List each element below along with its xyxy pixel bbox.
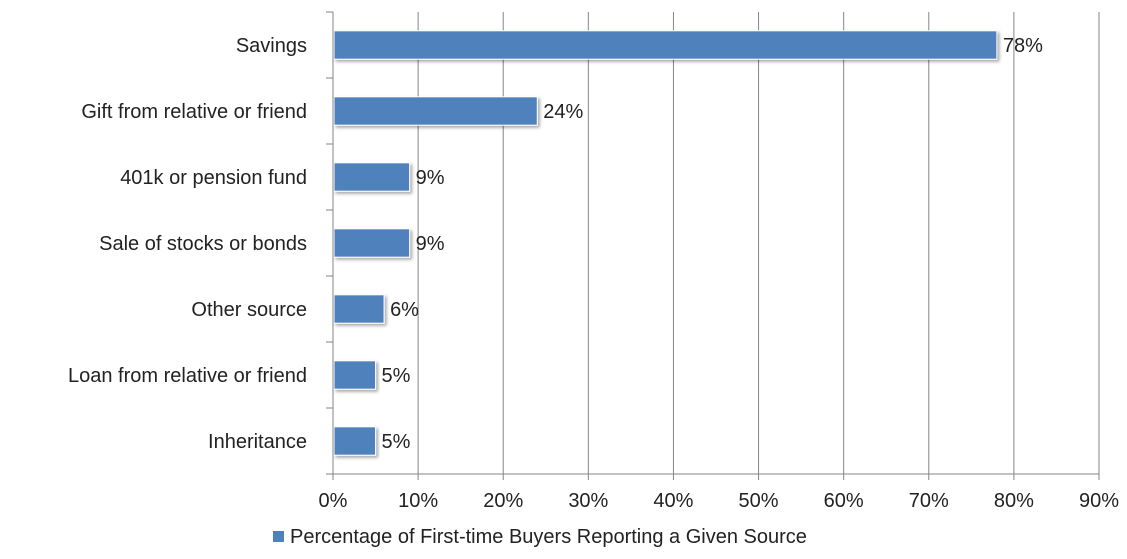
category-label: Loan from relative or friend bbox=[68, 365, 307, 387]
category-label: Other source bbox=[191, 299, 307, 321]
data-label: 78% bbox=[1003, 35, 1043, 57]
x-tick-label: 50% bbox=[739, 490, 779, 512]
x-tick-label: 40% bbox=[653, 490, 693, 512]
data-label: 24% bbox=[543, 101, 583, 123]
data-label: 9% bbox=[416, 233, 445, 255]
category-label: Inheritance bbox=[208, 431, 307, 453]
legend: Percentage of First-time Buyers Reportin… bbox=[273, 526, 807, 548]
legend-swatch bbox=[273, 531, 284, 542]
x-tick-label: 80% bbox=[994, 490, 1034, 512]
x-tick-label: 20% bbox=[483, 490, 523, 512]
data-label: 5% bbox=[382, 431, 411, 453]
data-label: 9% bbox=[416, 167, 445, 189]
category-label: 401k or pension fund bbox=[120, 167, 307, 189]
category-label: Gift from relative or friend bbox=[81, 101, 307, 123]
category-label: Sale of stocks or bonds bbox=[99, 233, 307, 255]
gridlines bbox=[417, 12, 1100, 474]
bar bbox=[333, 360, 377, 390]
x-tick-label: 0% bbox=[319, 490, 348, 512]
bar bbox=[333, 228, 411, 258]
data-label: 5% bbox=[382, 365, 411, 387]
data-labels: 78% 24% 9% 9% 6% 5% 5% bbox=[382, 35, 1044, 453]
x-tick-label: 10% bbox=[398, 490, 438, 512]
category-label: Savings bbox=[236, 35, 307, 57]
x-tick-labels: 0% 10% 20% 30% 40% 50% 60% 70% 80% 90% bbox=[319, 490, 1120, 512]
bar bbox=[333, 162, 411, 192]
bar bbox=[333, 426, 377, 456]
bar bbox=[333, 30, 998, 60]
bars bbox=[333, 30, 998, 456]
x-tick-label: 90% bbox=[1079, 490, 1119, 512]
bar bbox=[333, 294, 385, 324]
x-tick-label: 60% bbox=[824, 490, 864, 512]
axes bbox=[326, 11, 1100, 480]
data-label: 6% bbox=[390, 299, 419, 321]
x-tick-label: 70% bbox=[909, 490, 949, 512]
bar bbox=[333, 96, 538, 126]
x-tick-label: 30% bbox=[568, 490, 608, 512]
category-labels: Savings Gift from relative or friend 401k … bbox=[68, 35, 307, 453]
legend-label: Percentage of First-time Buyers Reportin… bbox=[290, 526, 807, 548]
